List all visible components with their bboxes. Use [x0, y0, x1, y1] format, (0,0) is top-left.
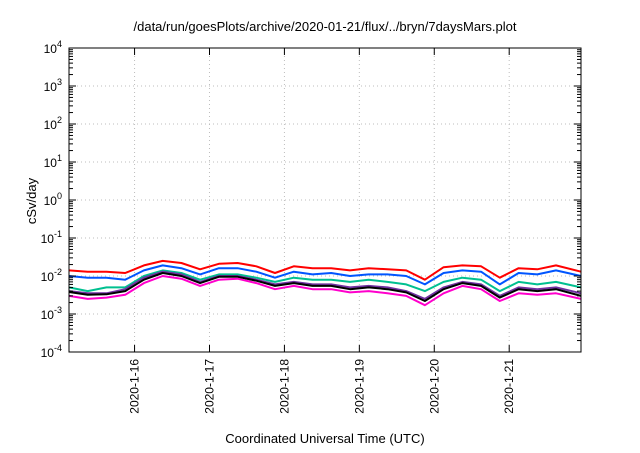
x-axis-label: Coordinated Universal Time (UTC)	[225, 431, 424, 446]
y-tick-label: 100	[44, 191, 62, 208]
chart-title: /data/run/goesPlots/archive/2020-01-21/f…	[134, 19, 517, 34]
x-tick-label: 2020-1-17	[203, 359, 217, 414]
y-tick-label: 102	[44, 115, 62, 132]
y-tick-label: 10-3	[41, 305, 62, 322]
series-line-1	[68, 259, 582, 281]
x-tick-label: 2020-1-18	[277, 359, 291, 414]
x-tick-label: 2020-1-16	[128, 359, 142, 414]
series-layer	[68, 259, 582, 307]
y-tick-label: 103	[44, 77, 62, 94]
y-tick-label: 10-2	[41, 267, 62, 284]
series-line-4	[68, 270, 582, 300]
series-line-2	[68, 264, 582, 286]
series-line-3	[68, 269, 582, 293]
y-tick-label: 10-4	[41, 343, 62, 360]
x-tick-label: 2020-1-21	[502, 359, 516, 414]
y-tick-label: 104	[44, 39, 62, 56]
grid-layer	[69, 48, 581, 352]
series-line-5	[68, 272, 582, 302]
y-axis-label: cSv/day	[24, 177, 39, 224]
series-line-6	[68, 275, 582, 307]
y-tick-label: 101	[44, 153, 62, 170]
y-tick-label: 10-1	[41, 229, 62, 246]
x-tick-label: 2020-1-20	[427, 359, 441, 414]
axes-layer: 10-4 10-3 10-2 10-1 100 101 102 103 104 2020-1-16…	[41, 39, 582, 414]
x-tick-label: 2020-1-19	[352, 359, 366, 414]
